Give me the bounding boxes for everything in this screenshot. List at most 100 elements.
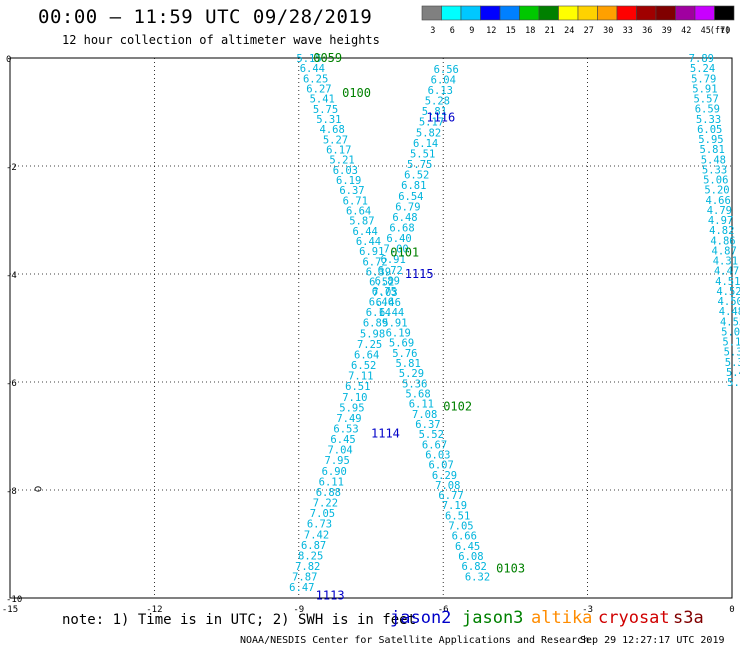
colorbar-label: 15	[506, 26, 516, 36]
swh-value: 6.47	[289, 582, 314, 594]
swh-value: 7.82	[295, 561, 320, 573]
swh-value: 7.22	[313, 498, 338, 510]
swh-value: 5.29	[399, 368, 424, 380]
swh-value: 6.54	[398, 191, 423, 203]
swh-value: 6.68	[389, 222, 414, 234]
swh-value: 5.31	[316, 114, 341, 126]
track-time-label: 0102	[443, 399, 472, 413]
swh-value: 5.81	[700, 144, 725, 156]
colorbar-label: 30	[603, 26, 613, 36]
swh-value: 6.37	[415, 419, 440, 431]
swh-value: 6.48	[392, 212, 417, 224]
track-time-label: 0100	[342, 86, 371, 100]
swh-value: 5.20	[704, 185, 729, 197]
track-time-label: 1114	[371, 426, 400, 440]
swh-value: 6.52	[351, 360, 376, 372]
colorbar-swatch	[714, 5, 735, 21]
colorbar-label: 24	[564, 26, 574, 36]
swh-value: 5.33	[702, 164, 727, 176]
swh-value: 5.91	[692, 83, 717, 95]
swh-value: 6.03	[333, 165, 358, 177]
swh-value: 5.79	[691, 73, 716, 85]
swh-value: 5.36	[402, 378, 427, 390]
swh-value: 6.59	[695, 104, 720, 116]
swh-value: 6.04	[431, 74, 456, 86]
swh-value: 6.05	[697, 124, 722, 136]
swh-value: 5.33	[696, 114, 721, 126]
swh-value: 6.82	[462, 561, 487, 573]
swh-value: 6.87	[301, 540, 326, 552]
swh-value: 6.51	[445, 510, 470, 522]
units-note: note: 1) Time is in UTC; 2) SWH is in fe…	[62, 612, 417, 628]
track-time-label: 0101	[390, 245, 419, 259]
swh-value: 6.89	[375, 275, 400, 287]
swh-value: 6.14	[413, 138, 438, 150]
swh-value: 6.29	[432, 470, 457, 482]
swh-value: 5.95	[698, 134, 723, 146]
swh-value: 5.28	[425, 96, 450, 108]
legend-jason2: jason2	[390, 608, 452, 628]
swh-value: 6.89	[363, 318, 388, 330]
swh-value: 6.71	[343, 195, 368, 207]
swh-value: 7.42	[304, 529, 329, 541]
swh-value: 5.82	[416, 127, 441, 139]
swh-value: 4.55	[720, 316, 740, 328]
swh-value: 5.15	[722, 337, 740, 349]
swh-value: 4.66	[706, 195, 731, 207]
page-title: 00:00 – 11:59 UTC 09/28/2019	[38, 6, 373, 28]
y-tick-label: -4	[6, 271, 17, 281]
swh-value: 6.37	[339, 185, 364, 197]
swh-value: 6.73	[307, 519, 332, 531]
x-tick-label: -15	[2, 605, 18, 615]
swh-value: 5.81	[395, 358, 420, 370]
island-outline	[34, 486, 42, 492]
swh-value: 6.39	[366, 266, 391, 278]
swh-value: 6.19	[336, 175, 361, 187]
swh-value: 5.60	[727, 377, 740, 389]
swh-value: 6.46	[376, 297, 401, 309]
track-time-label: 0059	[313, 51, 342, 65]
colorbar-label: 33	[623, 26, 633, 36]
swh-value: 5.21	[329, 155, 354, 167]
swh-value: 5.75	[407, 159, 432, 171]
swh-value: 6.45	[330, 434, 355, 446]
swh-value: 6.03	[425, 449, 450, 461]
swh-value: 5.15	[296, 53, 321, 65]
map-frame	[9, 57, 733, 599]
legend-cryosat: cryosat	[598, 608, 670, 628]
swh-value: 6.53	[333, 424, 358, 436]
swh-value: 4.50	[718, 296, 740, 308]
swh-value: 4.31	[713, 256, 738, 268]
colorbar-label: 9	[469, 26, 474, 36]
swh-value: 7.89	[689, 53, 714, 65]
colorbar-label: 39	[662, 26, 672, 36]
swh-value: 5.87	[349, 216, 374, 228]
swh-value: 6.91	[381, 254, 406, 266]
swh-value: 7.03	[372, 287, 397, 299]
swh-value: 7.05	[310, 508, 335, 520]
swh-value: 4.51	[715, 276, 740, 288]
x-tick-label: 0	[729, 605, 734, 615]
swh-value: 6.91	[359, 246, 384, 258]
track-time-label: 1115	[405, 267, 434, 281]
track-time-label: 1116	[426, 110, 455, 124]
swh-value: 6.56	[434, 64, 459, 76]
swh-value: 5.17	[419, 117, 444, 129]
swh-value: 6.88	[316, 487, 341, 499]
y-tick-label: 0	[6, 55, 11, 65]
swh-value: 6.72	[378, 265, 403, 277]
swh-value: 6.17	[326, 144, 351, 156]
swh-value: 6.52	[369, 277, 394, 289]
page-subtitle: 12 hour collection of altimeter wave hei…	[62, 33, 380, 47]
swh-value: 4.47	[714, 266, 739, 278]
swh-value: 5.36	[725, 357, 740, 369]
swh-value: 5.91	[382, 317, 407, 329]
swh-value: 7.25	[357, 339, 382, 351]
swh-value: 6.27	[306, 83, 331, 95]
colorbar-label: 6	[450, 26, 455, 36]
swh-value: 6.45	[455, 541, 480, 553]
legend-altika: altika	[531, 608, 593, 628]
swh-value: 4.97	[708, 215, 733, 227]
swh-value: 5.43	[726, 367, 740, 379]
